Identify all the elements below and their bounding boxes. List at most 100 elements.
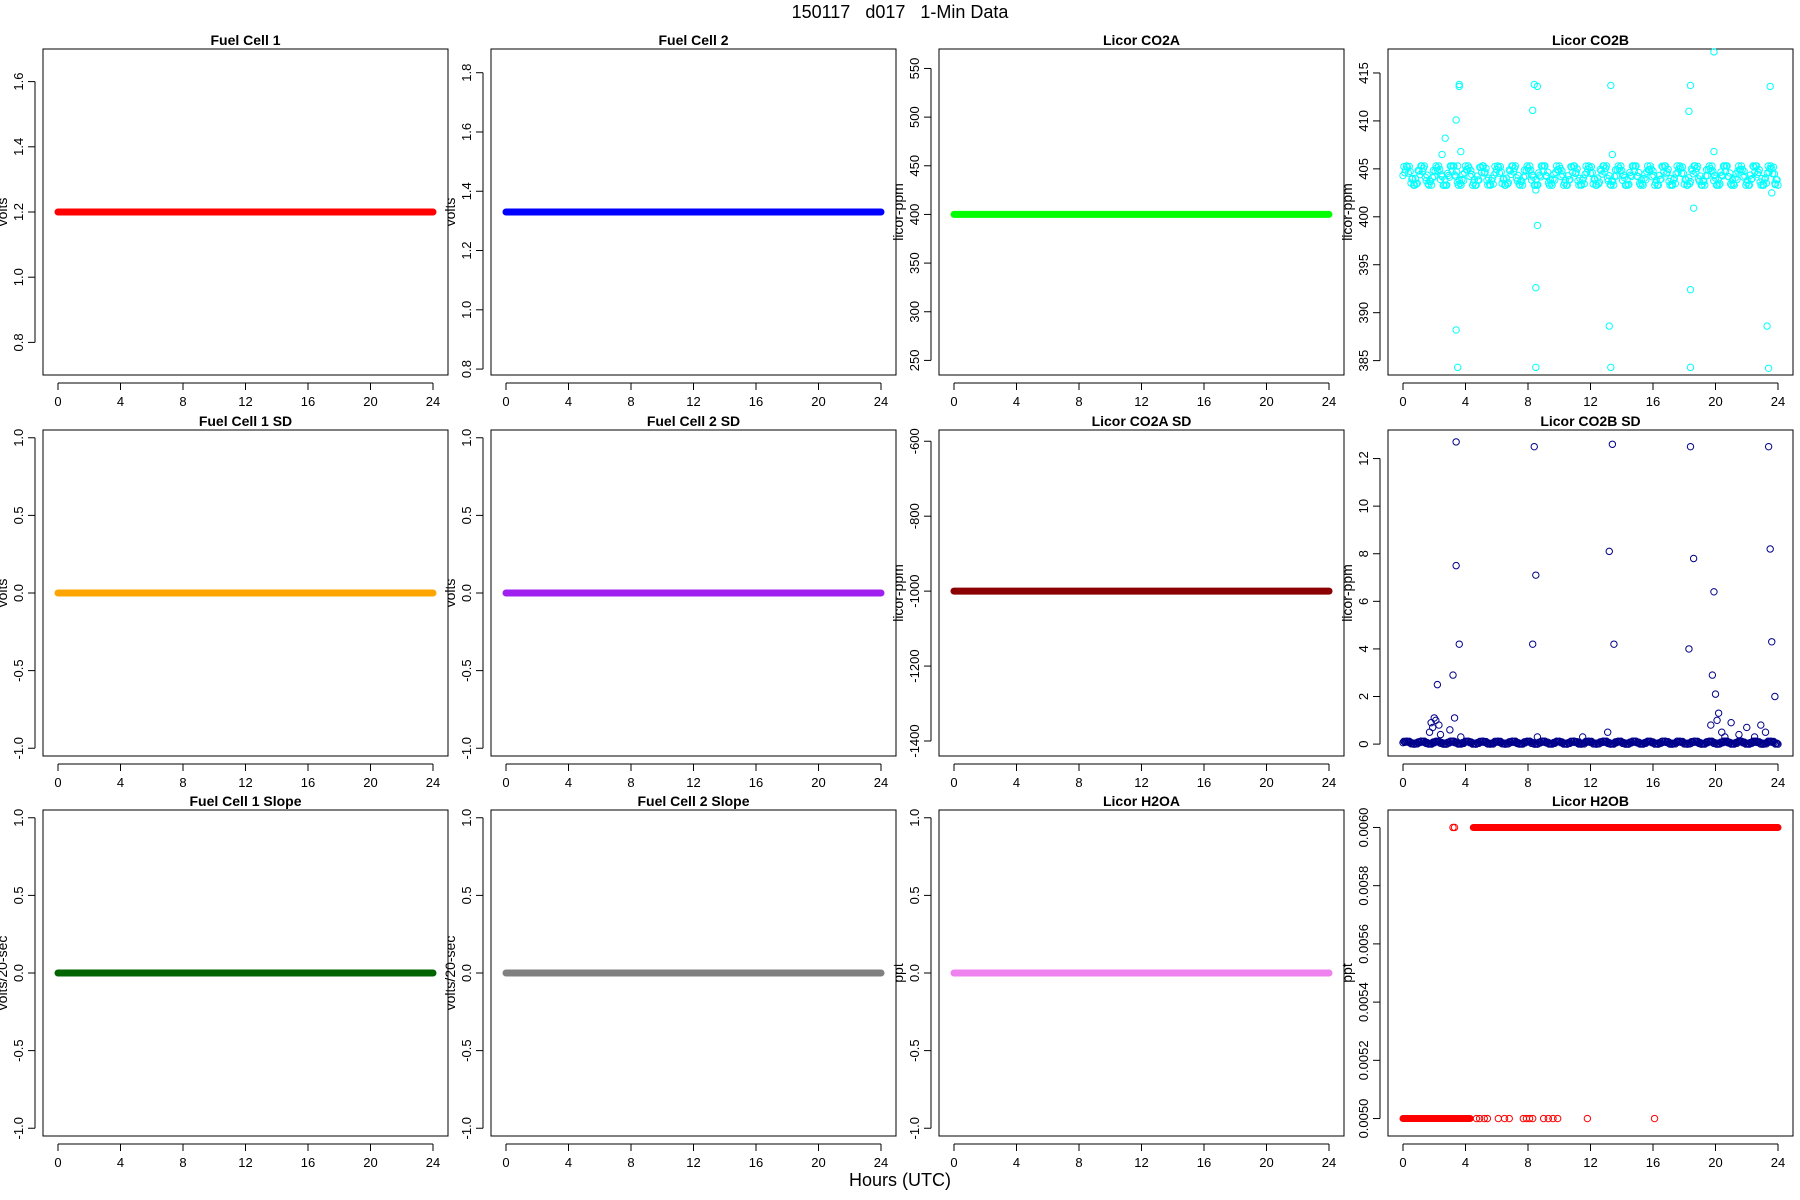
panel-8: Fuel Cell 1 Slope 0 4 8 12 16 20 24 -1.0 -0.5 0.0 0… (0, 793, 449, 1170)
data-point (1640, 174, 1648, 183)
data-point (1435, 721, 1443, 729)
data-point (1533, 221, 1542, 230)
data-point (1425, 728, 1434, 736)
x-tick-label: 16 (749, 1155, 763, 1170)
x-tick-label: 20 (1708, 1155, 1722, 1170)
data-point (1642, 176, 1650, 184)
data-point (1435, 162, 1443, 170)
plot-frame (938, 48, 1345, 376)
data-point (1636, 181, 1645, 189)
x-tick-label: 4 (1462, 775, 1469, 790)
data-point (1446, 726, 1454, 734)
x-tick-label: 16 (749, 775, 763, 790)
data-point (1438, 150, 1446, 159)
x-tick-label: 20 (1708, 775, 1722, 790)
y-tick-label: -600 (907, 428, 922, 454)
data-point (1738, 165, 1746, 174)
plot-frame (490, 48, 897, 376)
data-point (1421, 173, 1430, 181)
data-point (1768, 189, 1776, 197)
plot-frame (490, 429, 897, 757)
y-tick-label: 550 (907, 58, 922, 80)
panel-title: Licor CO2A (1103, 32, 1180, 48)
y-tick-label: 400 (1356, 206, 1371, 228)
data-point (1610, 640, 1618, 648)
y-axis-label: licor-ppm (890, 564, 906, 622)
data-point (1533, 733, 1542, 741)
y-tick-label: 12 (1356, 451, 1371, 465)
data-point (1766, 82, 1774, 91)
data-point (1608, 440, 1617, 448)
data-point (1475, 1114, 1484, 1123)
y-tick-label: 405 (1356, 158, 1371, 180)
data-point (1454, 181, 1463, 189)
data-point (1453, 162, 1462, 170)
data-point (1483, 1114, 1492, 1123)
y-tick-label: 0.8 (11, 333, 26, 351)
panel-10: Licor H2OA 0 4 8 12 16 20 24 -1.0 -0.5 0.0 0.5 1.0 pp… (890, 793, 1345, 1170)
data-point (1657, 175, 1665, 183)
data-point (1428, 723, 1437, 732)
data-point (1433, 680, 1442, 689)
y-tick-label: -1.0 (459, 737, 474, 759)
data-point (1763, 322, 1771, 330)
data-point (1530, 442, 1538, 451)
data-point (1774, 740, 1782, 748)
y-tick-label: 10 (1356, 499, 1371, 513)
y-tick-label: 1.8 (459, 64, 474, 82)
data-point (1718, 728, 1726, 736)
y-tick-label: 1.0 (11, 268, 26, 286)
y-tick-label: 0.5 (459, 886, 474, 904)
data-point (1418, 162, 1426, 170)
panel-title: Licor CO2B (1552, 32, 1629, 48)
data-point (1430, 172, 1438, 181)
x-tick-label: 16 (1197, 775, 1211, 790)
data-point (1740, 167, 1748, 175)
data-point (1505, 1114, 1513, 1123)
y-tick-label: 300 (907, 301, 922, 323)
data-point (1558, 167, 1566, 175)
data-point (1549, 1114, 1557, 1123)
data-point (1504, 179, 1513, 187)
data-point (1472, 1114, 1481, 1123)
y-tick-label: 400 (907, 204, 922, 226)
panel-2: Licor CO2A 0 4 8 12 16 20 24 250 300 350 400 450 500 5… (890, 32, 1345, 409)
data-point (1579, 174, 1588, 182)
data-point (1443, 181, 1451, 189)
x-tick-label: 8 (627, 1155, 634, 1170)
x-tick-label: 24 (874, 394, 888, 409)
data-point (1608, 150, 1617, 159)
plot-frame (1387, 48, 1794, 376)
x-tick-label: 8 (1524, 775, 1531, 790)
data-point (1481, 168, 1489, 176)
data-point (1526, 162, 1534, 170)
data-point (1685, 645, 1693, 653)
y-tick-label: 2 (1356, 693, 1371, 700)
data-point (1518, 181, 1527, 189)
x-tick-label: 24 (426, 1155, 440, 1170)
data-point (1525, 167, 1533, 175)
x-tick-label: 8 (179, 775, 186, 790)
data-point (1607, 363, 1615, 372)
y-tick-label: 0.5 (11, 506, 26, 524)
data-point (1534, 181, 1542, 189)
data-point (1670, 174, 1679, 182)
data-point (1455, 640, 1463, 648)
x-tick-label: 24 (1771, 775, 1785, 790)
data-point (1760, 175, 1769, 184)
data-point (1452, 326, 1460, 334)
x-tick-label: 24 (426, 775, 440, 790)
data-point (1539, 1114, 1548, 1123)
y-tick-label: 450 (907, 155, 922, 177)
x-tick-label: 4 (565, 394, 572, 409)
data-point (1686, 363, 1695, 372)
x-tick-label: 0 (502, 1155, 509, 1170)
data-point (1532, 284, 1540, 292)
data-point (1647, 165, 1655, 173)
data-point (1686, 285, 1695, 294)
y-tick-label: 4 (1356, 645, 1371, 652)
data-point (1748, 174, 1756, 183)
y-axis-label: ppt (890, 963, 906, 983)
x-tick-label: 4 (1013, 1155, 1020, 1170)
x-tick-label: 20 (363, 1155, 377, 1170)
